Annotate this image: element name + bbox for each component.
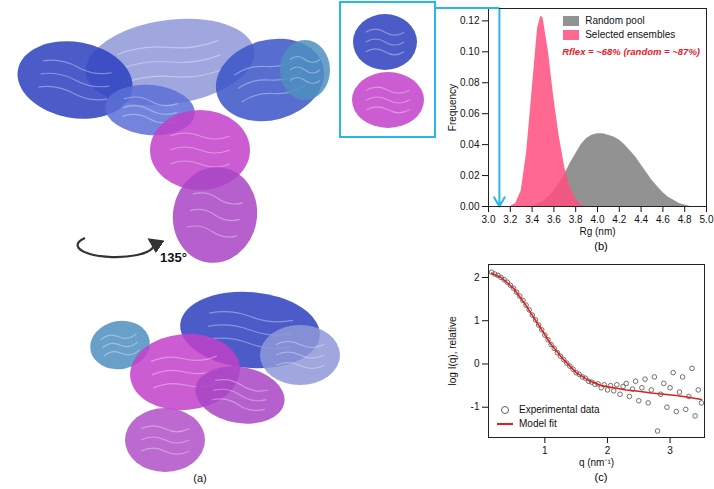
svg-text:3.6: 3.6 (547, 214, 561, 225)
svg-text:1: 1 (474, 315, 480, 326)
svg-text:0.00: 0.00 (460, 201, 480, 212)
svg-text:2: 2 (605, 445, 611, 456)
html-text:Model fit: Model fit (519, 418, 557, 429)
svg-text:0.08: 0.08 (460, 77, 480, 88)
svg-text:4.0: 4.0 (591, 214, 605, 225)
html-text:Random pool: Random pool (585, 15, 645, 26)
svg-text:-1: -1 (471, 401, 480, 412)
html-text:(c): (c) (594, 471, 608, 483)
svg-text:Rg (nm): Rg (nm) (579, 226, 615, 237)
html-text:(b): (b) (594, 240, 608, 252)
svg-text:0.10: 0.10 (460, 46, 480, 57)
svg-text:0.12: 0.12 (460, 15, 480, 26)
svg-text:log I(q), relative: log I(q), relative (447, 316, 458, 385)
svg-text:3: 3 (667, 445, 673, 456)
svg-text:4.2: 4.2 (612, 214, 626, 225)
svg-text:4.8: 4.8 (678, 214, 692, 225)
svg-text:Frequency: Frequency (447, 84, 458, 131)
svg-text:(a): (a) (193, 472, 206, 484)
svg-text:135°: 135° (160, 250, 187, 265)
html-text:Rflex = ~68% (random = ~87%): Rflex = ~68% (random = ~87%) (562, 46, 700, 57)
svg-text:0.04: 0.04 (460, 139, 480, 150)
svg-text:3.8: 3.8 (569, 214, 583, 225)
svg-text:1: 1 (542, 445, 548, 456)
svg-text:2: 2 (474, 272, 480, 283)
html-text:Selected ensembles: Selected ensembles (585, 29, 676, 40)
svg-text:0.02: 0.02 (460, 170, 480, 181)
svg-text:0.06: 0.06 (460, 108, 480, 119)
svg-text:4.4: 4.4 (634, 214, 648, 225)
svg-text:3.2: 3.2 (503, 214, 517, 225)
svg-text:3.0: 3.0 (482, 214, 496, 225)
svg-text:5.0: 5.0 (700, 214, 714, 225)
svg-text:3.4: 3.4 (525, 214, 539, 225)
html-text:Experimental data: Experimental data (519, 404, 600, 415)
svg-text:4.6: 4.6 (656, 214, 670, 225)
svg-text:q (nm⁻¹): q (nm⁻¹) (579, 457, 614, 468)
svg-text:0: 0 (474, 358, 480, 369)
